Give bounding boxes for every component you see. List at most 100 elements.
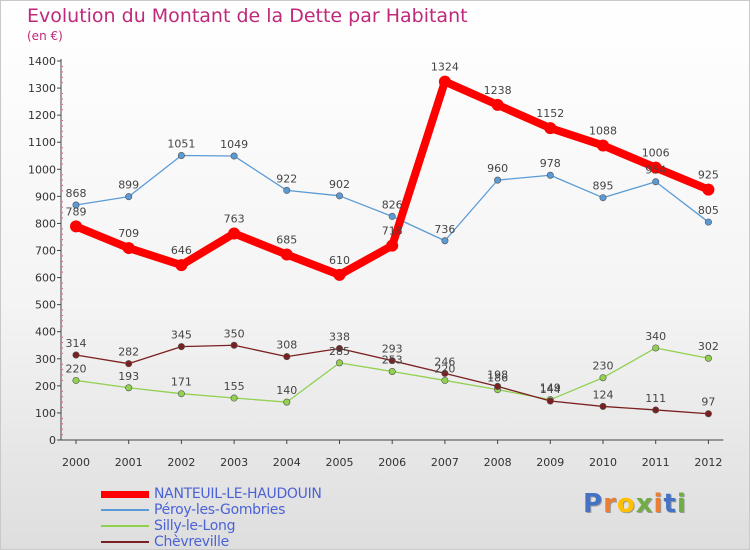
data-point	[177, 151, 185, 159]
data-point	[441, 369, 449, 377]
data-point	[335, 359, 343, 367]
data-point	[283, 186, 291, 194]
data-label: 246	[434, 355, 455, 368]
y-tick-label: 800	[35, 217, 56, 230]
logo-letter: o	[616, 489, 636, 519]
data-point	[546, 397, 554, 405]
logo-letter: r	[603, 489, 617, 519]
data-label: 282	[118, 346, 139, 359]
data-label: 155	[224, 380, 245, 393]
data-label: 978	[540, 157, 561, 170]
logo-letter: P	[583, 489, 604, 519]
data-point	[388, 212, 396, 220]
data-point	[333, 268, 346, 281]
x-tick-label: 2000	[62, 456, 90, 469]
y-tick-label: 1200	[28, 109, 56, 122]
y-tick-label: 900	[35, 190, 56, 203]
data-label: 350	[224, 327, 245, 340]
data-point	[280, 248, 293, 261]
logo-letter: i	[653, 489, 664, 519]
data-label: 220	[434, 362, 455, 375]
data-point	[230, 341, 238, 349]
data-label: 340	[645, 330, 666, 343]
data-label: 899	[118, 179, 139, 192]
data-label: 1152	[536, 107, 564, 120]
y-tick-label: 1000	[28, 163, 56, 176]
data-point	[494, 382, 502, 390]
x-tick-label: 2003	[220, 456, 248, 469]
data-point	[652, 178, 660, 186]
logo-letter: i	[676, 489, 687, 519]
data-point	[597, 139, 609, 152]
data-point	[441, 237, 449, 245]
x-tick-label: 2004	[273, 456, 301, 469]
x-tick-label: 2007	[431, 456, 459, 469]
y-tick-label: 600	[35, 272, 56, 285]
x-tick-label: 2005	[326, 456, 354, 469]
x-tick-label: 2011	[642, 456, 670, 469]
data-point	[649, 161, 662, 174]
x-tick-label: 2006	[378, 456, 406, 469]
legend-label: Silly-le-Long	[154, 518, 236, 534]
data-label: 960	[487, 162, 508, 175]
legend-item: NANTEUIL-LE-HAUDOUIN	[101, 486, 322, 502]
legend-label: NANTEUIL-LE-HAUDOUIN	[154, 486, 322, 502]
data-label: 902	[329, 178, 350, 191]
y-tick-label: 1100	[28, 136, 56, 149]
data-label: 338	[329, 330, 350, 343]
data-point	[177, 390, 185, 398]
legend-item: Silly-le-Long	[101, 518, 322, 534]
data-point	[175, 259, 188, 272]
x-tick-label: 2009	[536, 456, 564, 469]
data-label: 149	[540, 382, 561, 395]
data-label: 230	[593, 360, 614, 373]
data-point	[599, 402, 607, 410]
legend-item: Péroy-les-Gombries	[101, 502, 322, 518]
data-label: 1324	[431, 61, 459, 74]
data-label: 685	[276, 234, 297, 247]
x-tick-label: 2008	[484, 456, 512, 469]
legend-swatch	[101, 525, 149, 527]
data-label: 193	[118, 370, 139, 383]
data-label: 198	[487, 368, 508, 381]
data-label: 895	[593, 180, 614, 193]
data-point	[230, 394, 238, 402]
data-label: 763	[224, 212, 245, 225]
data-point	[704, 218, 712, 226]
data-label: 220	[66, 362, 87, 375]
data-label: 610	[329, 254, 350, 267]
data-label: 293	[382, 343, 403, 356]
y-tick-label: 400	[35, 326, 56, 339]
data-point	[652, 406, 660, 414]
data-point	[599, 194, 607, 202]
data-point	[125, 360, 133, 368]
data-label: 308	[276, 339, 297, 352]
data-point	[335, 192, 343, 200]
y-tick-label: 0	[49, 434, 56, 447]
data-label: 954	[645, 164, 666, 177]
data-point	[230, 152, 238, 160]
data-point	[228, 227, 241, 240]
y-tick-label: 100	[35, 407, 56, 420]
data-label: 709	[118, 227, 139, 240]
data-point	[599, 374, 607, 382]
x-tick-label: 2012	[694, 456, 722, 469]
logo-letter: x	[635, 489, 654, 519]
data-point	[122, 242, 135, 255]
data-label: 1088	[589, 124, 617, 137]
data-point	[177, 343, 185, 351]
data-point	[491, 98, 504, 111]
data-label: 1049	[220, 138, 248, 151]
legend-item: Chèvreville	[101, 534, 322, 549]
data-label: 314	[66, 337, 87, 350]
y-tick-label: 700	[35, 245, 56, 258]
chart-title: Evolution du Montant de la Dette par Hab…	[27, 5, 468, 27]
data-point	[335, 344, 343, 352]
data-point	[546, 171, 554, 179]
data-label: 736	[434, 223, 455, 236]
y-tick-label: 1400	[28, 55, 56, 68]
data-point	[283, 353, 291, 361]
data-point	[441, 376, 449, 384]
